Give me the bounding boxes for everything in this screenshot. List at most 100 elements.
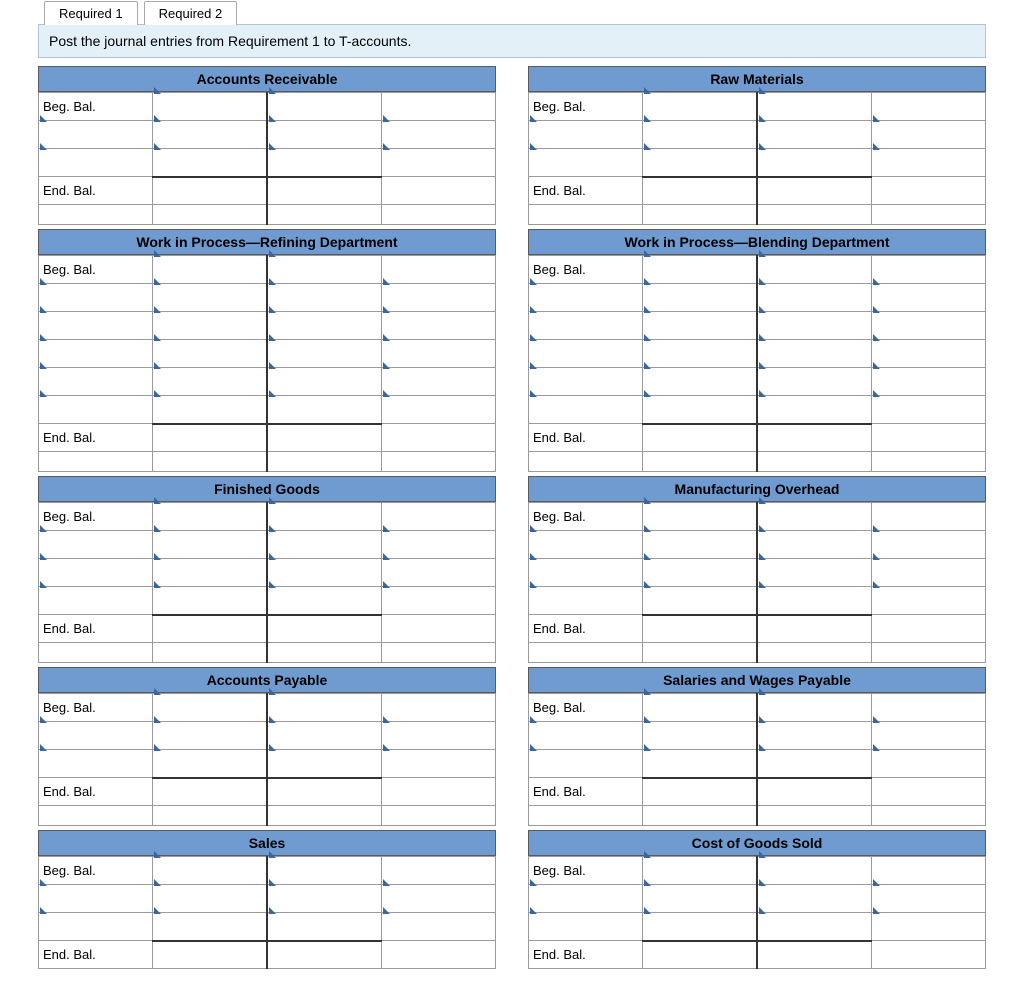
entry-credit-account[interactable] [757, 885, 871, 913]
end-debit-value[interactable] [643, 424, 757, 452]
end-debit-value[interactable] [643, 941, 757, 969]
entry-debit-account[interactable] [39, 722, 153, 750]
entry-credit-account[interactable] [757, 284, 871, 312]
entry-credit-amount[interactable] [381, 913, 495, 941]
end-credit-value[interactable] [757, 778, 871, 806]
entry-credit-account[interactable] [267, 913, 381, 941]
entry-credit-account[interactable] [267, 368, 381, 396]
entry-debit-account[interactable] [529, 913, 643, 941]
entry-credit-account[interactable] [757, 149, 871, 177]
entry-debit-amount[interactable] [643, 312, 757, 340]
beg-credit-input[interactable] [267, 857, 381, 885]
end-credit-value[interactable] [757, 941, 871, 969]
entry-credit-account[interactable] [267, 750, 381, 778]
beg-debit-input[interactable] [643, 93, 757, 121]
entry-credit-amount[interactable] [381, 340, 495, 368]
entry-credit-account[interactable] [267, 340, 381, 368]
entry-credit-amount[interactable] [381, 587, 495, 615]
entry-debit-account[interactable] [529, 587, 643, 615]
entry-debit-account[interactable] [39, 559, 153, 587]
entry-credit-amount[interactable] [871, 121, 985, 149]
entry-credit-account[interactable] [267, 149, 381, 177]
end-debit-value[interactable] [153, 615, 267, 643]
entry-credit-account[interactable] [267, 121, 381, 149]
entry-credit-amount[interactable] [871, 587, 985, 615]
entry-credit-account[interactable] [757, 913, 871, 941]
entry-debit-account[interactable] [39, 368, 153, 396]
entry-credit-amount[interactable] [871, 885, 985, 913]
entry-credit-account[interactable] [757, 587, 871, 615]
entry-debit-account[interactable] [529, 368, 643, 396]
end-debit-value[interactable] [643, 615, 757, 643]
beg-credit-input[interactable] [757, 694, 871, 722]
beg-credit-value[interactable] [381, 694, 495, 722]
entry-credit-amount[interactable] [871, 396, 985, 424]
entry-debit-account[interactable] [39, 396, 153, 424]
entry-credit-amount[interactable] [381, 885, 495, 913]
beg-credit-value[interactable] [871, 93, 985, 121]
entry-credit-amount[interactable] [871, 913, 985, 941]
entry-debit-account[interactable] [529, 340, 643, 368]
entry-debit-amount[interactable] [643, 121, 757, 149]
end-credit-value[interactable] [267, 424, 381, 452]
entry-credit-amount[interactable] [871, 312, 985, 340]
entry-debit-amount[interactable] [643, 531, 757, 559]
beg-credit-value[interactable] [871, 256, 985, 284]
entry-debit-account[interactable] [39, 284, 153, 312]
beg-debit-input[interactable] [643, 256, 757, 284]
entry-debit-account[interactable] [39, 312, 153, 340]
entry-debit-amount[interactable] [153, 531, 267, 559]
entry-credit-account[interactable] [757, 531, 871, 559]
entry-debit-amount[interactable] [153, 913, 267, 941]
entry-credit-amount[interactable] [871, 284, 985, 312]
entry-debit-amount[interactable] [153, 121, 267, 149]
entry-debit-account[interactable] [529, 284, 643, 312]
entry-credit-account[interactable] [757, 312, 871, 340]
entry-debit-amount[interactable] [153, 559, 267, 587]
entry-debit-account[interactable] [529, 396, 643, 424]
entry-credit-amount[interactable] [871, 531, 985, 559]
entry-credit-amount[interactable] [871, 750, 985, 778]
beg-credit-input[interactable] [757, 857, 871, 885]
entry-credit-amount[interactable] [871, 559, 985, 587]
beg-debit-input[interactable] [153, 857, 267, 885]
beg-debit-input[interactable] [643, 503, 757, 531]
entry-credit-amount[interactable] [381, 368, 495, 396]
entry-credit-amount[interactable] [871, 149, 985, 177]
beg-credit-input[interactable] [757, 256, 871, 284]
beg-credit-input[interactable] [267, 503, 381, 531]
end-debit-value[interactable] [153, 177, 267, 205]
entry-debit-amount[interactable] [153, 368, 267, 396]
end-credit-value[interactable] [757, 615, 871, 643]
entry-credit-account[interactable] [267, 722, 381, 750]
end-credit-value[interactable] [267, 778, 381, 806]
entry-credit-account[interactable] [757, 750, 871, 778]
end-credit-value[interactable] [267, 615, 381, 643]
entry-debit-amount[interactable] [153, 750, 267, 778]
entry-debit-amount[interactable] [153, 587, 267, 615]
entry-credit-account[interactable] [757, 559, 871, 587]
entry-debit-account[interactable] [39, 149, 153, 177]
end-credit-value[interactable] [757, 424, 871, 452]
entry-credit-account[interactable] [267, 559, 381, 587]
tab-required-1[interactable]: Required 1 [44, 1, 138, 25]
entry-debit-amount[interactable] [643, 284, 757, 312]
beg-debit-input[interactable] [153, 694, 267, 722]
entry-debit-amount[interactable] [643, 722, 757, 750]
entry-credit-account[interactable] [267, 885, 381, 913]
entry-debit-amount[interactable] [153, 722, 267, 750]
entry-credit-account[interactable] [267, 531, 381, 559]
entry-credit-account[interactable] [757, 368, 871, 396]
end-debit-value[interactable] [153, 778, 267, 806]
entry-credit-amount[interactable] [381, 284, 495, 312]
beg-debit-input[interactable] [643, 857, 757, 885]
entry-credit-account[interactable] [267, 587, 381, 615]
end-credit-value[interactable] [267, 177, 381, 205]
end-debit-value[interactable] [643, 778, 757, 806]
entry-credit-account[interactable] [757, 340, 871, 368]
entry-credit-amount[interactable] [381, 396, 495, 424]
entry-credit-amount[interactable] [871, 340, 985, 368]
end-credit-value[interactable] [757, 177, 871, 205]
beg-credit-value[interactable] [381, 857, 495, 885]
entry-debit-amount[interactable] [153, 312, 267, 340]
